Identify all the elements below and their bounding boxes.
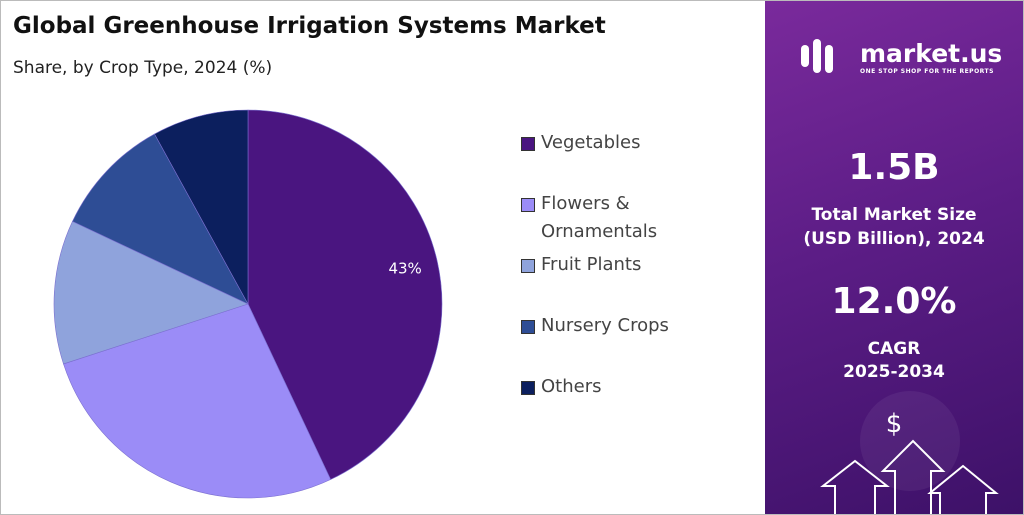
cagr-label: CAGR bbox=[867, 339, 921, 359]
legend-item: Flowers & Ornamentals bbox=[521, 190, 691, 246]
legend-label: Flowers & Ornamentals bbox=[541, 193, 658, 242]
info-panel: market.us ONE STOP SHOP FOR THE REPORTS … bbox=[765, 1, 1023, 514]
legend-label: Others bbox=[541, 376, 602, 397]
pie-slice bbox=[63, 303, 332, 499]
pie-slice bbox=[53, 220, 249, 365]
pie-slice bbox=[72, 133, 249, 305]
market-size: 1.5B bbox=[848, 147, 940, 188]
pie-chart: 43% bbox=[53, 109, 443, 499]
chart-title: Global Greenhouse Irrigation Systems Mar… bbox=[13, 13, 606, 39]
pie-slice bbox=[154, 109, 249, 305]
brand: market.us bbox=[860, 39, 1003, 68]
legend-item: Vegetables bbox=[521, 129, 691, 157]
legend-label: Fruit Plants bbox=[541, 254, 642, 275]
tagline: ONE STOP SHOP FOR THE REPORTS bbox=[860, 68, 994, 75]
cagr-period: 2025-2034 bbox=[843, 362, 945, 382]
legend-label: Vegetables bbox=[541, 132, 641, 153]
legend-item: Fruit Plants bbox=[521, 251, 691, 279]
legend-swatch bbox=[521, 137, 535, 151]
data-label: 43% bbox=[388, 259, 421, 277]
dollar-icon: $ bbox=[885, 409, 903, 439]
pie-slice bbox=[247, 109, 443, 480]
cagr-value: 12.0% bbox=[831, 281, 957, 322]
legend-item: Nursery Crops bbox=[521, 312, 691, 340]
legend-swatch bbox=[521, 320, 535, 334]
legend-swatch bbox=[521, 381, 535, 395]
legend-swatch bbox=[521, 198, 535, 212]
market-size-label: (USD Billion), 2024 bbox=[803, 229, 985, 249]
chart-subtitle: Share, by Crop Type, 2024 (%) bbox=[13, 58, 273, 78]
market-size-label: Total Market Size bbox=[811, 205, 977, 225]
panel-decoration bbox=[801, 39, 999, 514]
legend-item: Others bbox=[521, 373, 691, 401]
legend-label: Nursery Crops bbox=[541, 315, 669, 336]
legend-swatch bbox=[521, 259, 535, 273]
